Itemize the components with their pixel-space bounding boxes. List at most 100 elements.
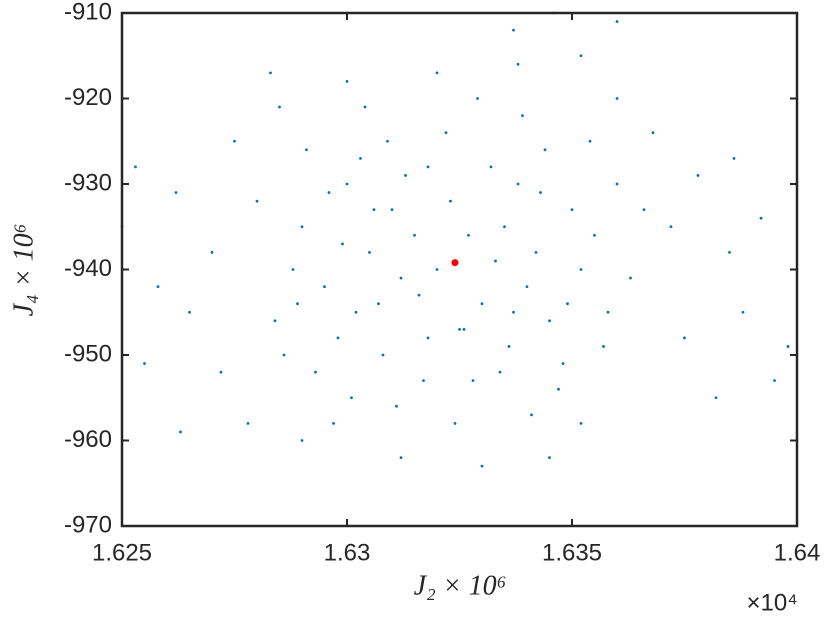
x-axis-label: J₂ × 10⁶: [414, 570, 507, 601]
point: [525, 285, 529, 288]
point: [512, 310, 515, 314]
point: [642, 208, 646, 212]
point: [350, 396, 353, 400]
point: [368, 251, 371, 254]
point: [696, 174, 700, 177]
point: [435, 268, 439, 271]
point: [390, 208, 394, 212]
y-axis-label: J₄ × 10⁶: [8, 224, 39, 317]
point: [413, 233, 416, 237]
point: [467, 233, 470, 237]
x-tick-label: 1.635: [542, 539, 602, 566]
point: [332, 422, 335, 425]
point: [188, 310, 191, 314]
point: [305, 148, 308, 152]
point: [516, 182, 520, 186]
point: [179, 430, 182, 434]
point: [773, 379, 776, 383]
point: [521, 114, 524, 117]
y-tick-label: -930: [64, 169, 112, 196]
point: [336, 336, 340, 340]
point: [557, 387, 560, 391]
point: [534, 251, 538, 254]
x-tick-label: 1.64: [774, 539, 821, 566]
point: [143, 362, 146, 365]
y-tick-label: -920: [64, 84, 112, 111]
point: [296, 302, 299, 306]
point: [282, 353, 286, 357]
x-tick-label: 1.625: [92, 539, 152, 566]
point: [386, 139, 389, 143]
point: [543, 148, 547, 152]
point: [602, 345, 605, 348]
point: [444, 131, 448, 135]
point: [615, 182, 619, 186]
point: [395, 404, 398, 408]
point: [741, 310, 745, 314]
point: [615, 20, 619, 23]
point: [377, 302, 380, 306]
point: [219, 370, 223, 374]
point: [651, 131, 655, 135]
point: [480, 464, 484, 468]
x-tick-label: 1.63: [324, 539, 371, 566]
point: [759, 216, 763, 220]
point: [449, 199, 452, 203]
point: [300, 225, 304, 229]
point: [345, 80, 349, 83]
point: [300, 439, 304, 442]
point: [570, 208, 574, 212]
point: [246, 422, 250, 425]
point: [669, 225, 673, 229]
point: [548, 319, 551, 323]
point: [539, 191, 542, 194]
point: [786, 345, 790, 348]
y-tick-label: -960: [64, 426, 112, 453]
point: [327, 191, 331, 194]
point: [494, 259, 497, 263]
point: [683, 336, 686, 340]
point: [498, 370, 502, 374]
point: [341, 242, 344, 246]
point: [174, 191, 178, 194]
point: [354, 310, 358, 314]
point: [372, 208, 376, 212]
point: [476, 97, 479, 100]
point: [507, 345, 511, 348]
y-tick-label: -910: [64, 0, 112, 25]
point: [728, 251, 731, 254]
point: [579, 54, 583, 58]
point: [345, 182, 349, 186]
point: [359, 156, 362, 160]
point: [278, 105, 281, 109]
point: [273, 319, 277, 323]
point: [579, 422, 583, 425]
point: [426, 336, 430, 340]
point: [269, 71, 272, 75]
point: [458, 327, 461, 331]
point: [503, 225, 506, 229]
point: [399, 276, 403, 280]
point: [548, 456, 551, 459]
point: [422, 379, 425, 383]
point: [233, 139, 236, 143]
point: [255, 199, 259, 203]
point: [732, 156, 736, 160]
point: [291, 268, 295, 271]
point: [134, 165, 137, 169]
point: [480, 302, 484, 306]
y-tick-label: -970: [64, 511, 112, 538]
point: [363, 105, 367, 109]
point: [471, 379, 475, 383]
x-exponent: ×10⁴: [746, 589, 797, 616]
point: [489, 165, 493, 169]
point: [314, 370, 317, 374]
y-tick-label: -940: [64, 255, 112, 282]
point: [426, 165, 430, 169]
point: [579, 268, 583, 271]
point: [512, 28, 515, 32]
point: [561, 362, 565, 365]
point: [404, 174, 407, 177]
point: [530, 413, 533, 417]
